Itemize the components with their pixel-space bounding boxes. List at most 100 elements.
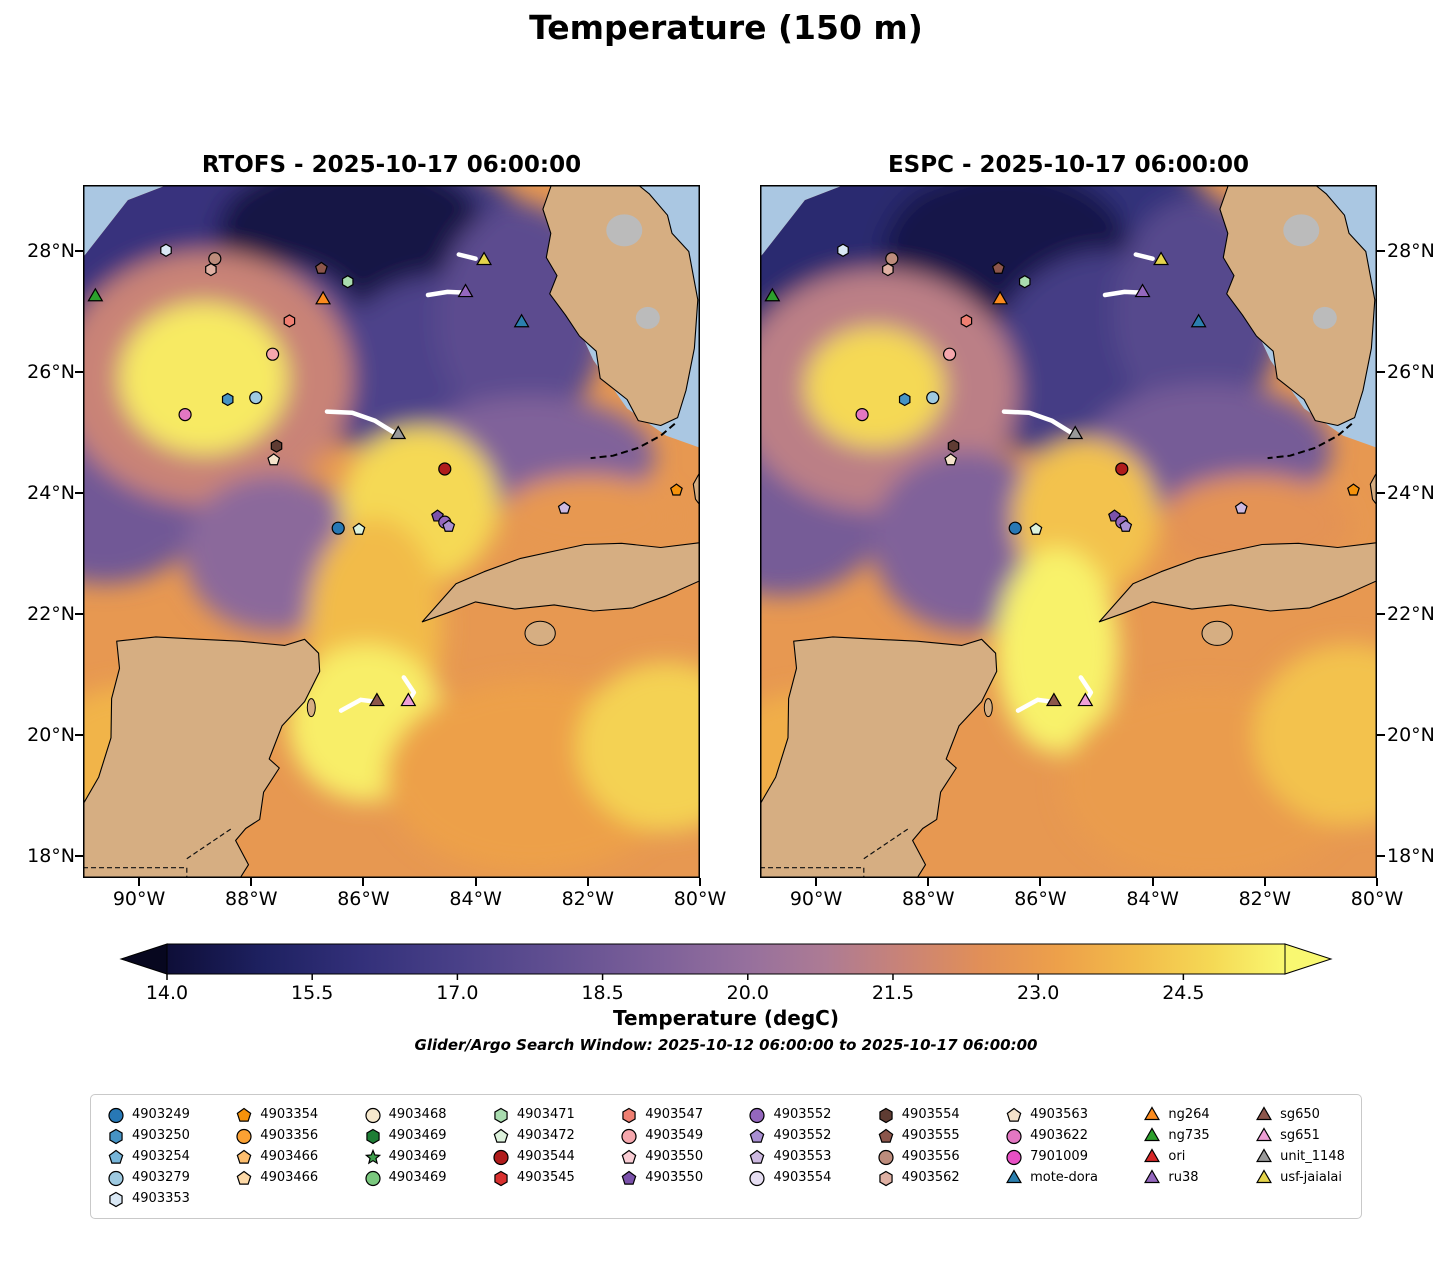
observation-marker-4903553 — [557, 501, 571, 514]
legend-label: 4903468 — [388, 1107, 447, 1122]
legend-column: 4903547 4903549 4903550 4903550 — [620, 1105, 703, 1208]
observation-marker-4903249 — [331, 521, 345, 535]
colorbar-tick-label: 20.0 — [726, 982, 769, 1004]
legend-item-4903553: 4903553 — [748, 1147, 831, 1166]
observation-marker-4903552 — [1119, 519, 1133, 532]
legend-item-4903254: 4903254 — [107, 1147, 190, 1166]
x-tick-label: 86°W — [1014, 888, 1067, 910]
legend-item-4903356: 4903356 — [235, 1126, 318, 1145]
legend-hexagon-marker-icon — [494, 1107, 508, 1123]
x-tick-mark — [1151, 878, 1154, 886]
legend-label: 4903552 — [773, 1128, 832, 1143]
observation-marker-4903549 — [265, 347, 280, 361]
legend-circle-marker-icon — [1006, 1149, 1022, 1165]
observation-marker-sg650 — [1045, 692, 1062, 707]
colorbar-tick-label: 24.5 — [1162, 982, 1205, 1004]
y-tick-label: 26°N — [1387, 361, 1435, 384]
legend-item-4903544: 4903544 — [492, 1147, 575, 1166]
observation-marker-mote-dora — [1190, 313, 1207, 328]
legend-item-4903279: 4903279 — [107, 1168, 190, 1187]
observation-marker-ru38 — [1134, 283, 1151, 298]
x-tick-mark — [699, 878, 701, 886]
legend-label: unit_1148 — [1280, 1149, 1345, 1164]
legend-label: usf-jaialai — [1280, 1170, 1343, 1185]
legend-column: 4903471 4903472 4903544 4903545 — [492, 1105, 575, 1208]
x-tick-label: 88°W — [225, 888, 278, 910]
legend-hexagon-marker-icon — [109, 1191, 123, 1207]
legend-hexagon-marker-icon — [365, 1128, 380, 1144]
glider-track-unit_1148 — [1001, 409, 1074, 435]
glider-track-sg650 — [338, 697, 377, 713]
y-tick-label: 22°N — [1387, 602, 1435, 625]
observation-marker-4903555 — [991, 261, 1005, 274]
observation-marker-ng735 — [87, 287, 104, 302]
observation-marker-4903354 — [670, 483, 683, 496]
legend-hexagon-marker-icon — [879, 1107, 893, 1123]
legend-pentagon-marker-icon — [236, 1149, 252, 1164]
y-tick-mark — [75, 854, 83, 857]
legend-circle-marker-icon — [1006, 1128, 1022, 1144]
observation-marker-4903563 — [267, 453, 281, 466]
legend-circle-marker-icon — [364, 1107, 381, 1123]
observation-marker-usf-jaialai — [476, 251, 493, 266]
legend-circle-marker-icon — [878, 1149, 894, 1165]
legend-label: 4903353 — [132, 1191, 190, 1206]
legend-pentagon-marker-icon — [1006, 1107, 1022, 1122]
legend-item-4903354: 4903354 — [235, 1105, 318, 1124]
legend-label: 4903554 — [901, 1107, 960, 1122]
observation-marker-4903556 — [885, 252, 899, 266]
legend-circle-marker-icon — [364, 1170, 381, 1186]
observation-marker-sg651 — [1077, 692, 1094, 707]
legend-triangle-marker-icon — [1144, 1147, 1161, 1162]
legend-column: 4903354 4903356 4903466 4903466 — [235, 1105, 318, 1208]
x-tick-label: 84°W — [1126, 888, 1179, 910]
map-espc — [760, 185, 1377, 878]
legend-item-4903554: 4903554 — [877, 1105, 960, 1124]
y-tick-label: 18°N — [27, 844, 75, 867]
legend-circle-marker-icon — [236, 1128, 252, 1144]
legend-item-4903466: 4903466 — [235, 1147, 318, 1166]
legend-triangle-marker-icon — [1144, 1105, 1161, 1120]
legend-label: 4903466 — [260, 1149, 319, 1164]
legend-column: 4903552 4903552 4903553 4903554 — [748, 1105, 831, 1208]
legend-label: sg651 — [1280, 1128, 1320, 1143]
observation-marker-4903250 — [221, 392, 234, 407]
x-tick-label: 80°W — [1350, 888, 1404, 910]
observation-marker-ng264 — [315, 290, 332, 305]
legend-label: 4903544 — [516, 1149, 575, 1164]
legend-label: ng735 — [1168, 1128, 1210, 1143]
legend-column: sg650 sg651 unit_1148 usf-jaialai — [1255, 1105, 1345, 1208]
observation-marker-4903563 — [944, 453, 958, 466]
legend-label: 4903550 — [645, 1170, 704, 1185]
figure-title: Temperature (150 m) — [529, 8, 923, 47]
colorbar — [119, 943, 1333, 980]
legend-item-4903468: 4903468 — [364, 1105, 447, 1124]
y-tick-label: 28°N — [1387, 240, 1435, 263]
legend-item-ru38: ru38 — [1143, 1168, 1209, 1187]
colorbar-tick-label: 14.0 — [145, 982, 189, 1004]
observation-marker-4903354 — [1347, 483, 1360, 496]
x-tick-mark — [1039, 878, 1042, 886]
legend-item-4903550: 4903550 — [620, 1147, 703, 1166]
observation-marker-ng735 — [764, 287, 781, 302]
y-tick-mark — [75, 612, 83, 615]
observation-marker-4903250 — [898, 392, 911, 407]
y-tick-mark — [75, 371, 83, 374]
observation-marker-4903562 — [882, 262, 894, 277]
x-tick-label: 84°W — [449, 888, 502, 910]
legend-hexagon-marker-icon — [622, 1107, 636, 1123]
x-tick-mark — [1263, 878, 1266, 886]
observation-marker-4903562 — [205, 262, 217, 277]
observation-marker-4903471 — [1018, 274, 1031, 289]
legend-label: 4903469 — [388, 1170, 447, 1185]
observation-marker-4903249 — [1008, 521, 1022, 535]
search-window-subtitle: Glider/Argo Search Window: 2025-10-12 06… — [414, 1036, 1038, 1054]
legend-item-mote-dora: mote-dora — [1005, 1168, 1098, 1187]
observation-marker-sg651 — [400, 692, 417, 707]
observation-marker-4903472 — [1029, 522, 1043, 535]
y-tick-mark — [1377, 854, 1385, 857]
legend-item-4903563: 4903563 — [1005, 1105, 1098, 1124]
observation-marker-ru38 — [457, 283, 474, 298]
legend-triangle-marker-icon — [1256, 1126, 1273, 1141]
legend-item-4903552: 4903552 — [748, 1126, 831, 1145]
